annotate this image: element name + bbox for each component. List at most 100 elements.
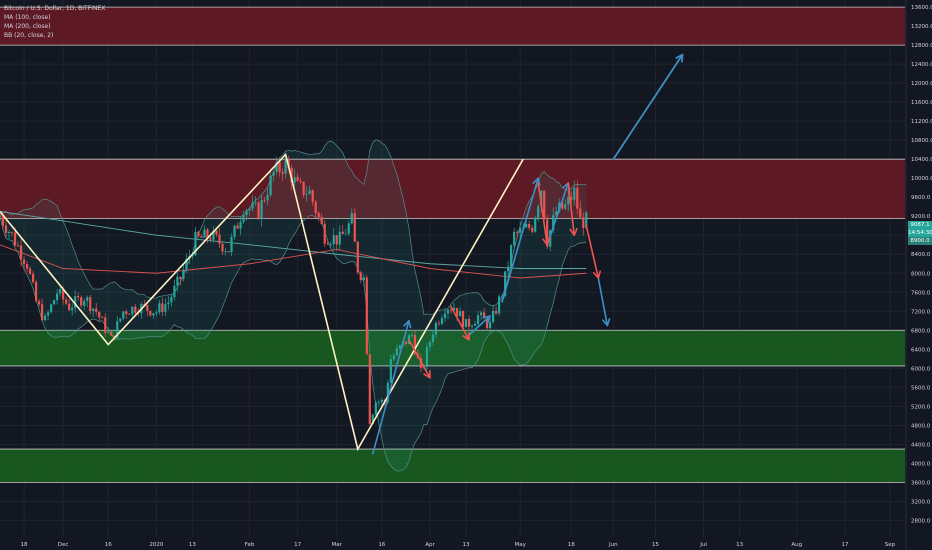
blue-arrow-head <box>482 315 491 324</box>
red-arrow-head <box>592 270 602 279</box>
candle-body <box>158 303 161 313</box>
candle <box>284 154 287 179</box>
candle <box>461 309 465 329</box>
candle-body <box>65 299 68 304</box>
candle <box>16 241 20 247</box>
candle-body <box>579 208 582 218</box>
candle-body <box>305 194 308 195</box>
candle <box>470 324 474 330</box>
time-tick-label: 16 <box>378 542 385 548</box>
candle-body <box>98 311 101 318</box>
candle-body <box>552 215 555 231</box>
candle <box>68 298 71 311</box>
indicator-ma100[interactable]: MA (100, close) <box>4 14 51 21</box>
candle-body <box>149 310 152 316</box>
candle <box>245 208 248 221</box>
candle <box>507 260 510 279</box>
time-tick-label: Feb <box>245 542 255 548</box>
last-price-tag: 9087.1 <box>908 221 932 229</box>
candle <box>47 309 50 321</box>
candle-body <box>576 187 579 209</box>
candle-body <box>516 231 519 233</box>
red-arrow <box>567 182 578 237</box>
candle <box>86 295 89 308</box>
candle-body <box>534 217 537 232</box>
candle-body <box>479 312 483 316</box>
time-tick-label: Mar <box>332 542 343 548</box>
candle-body <box>491 310 495 323</box>
resistance-zone <box>0 7 905 46</box>
candle-body <box>528 224 531 228</box>
time-tick-label: Dec <box>58 542 69 548</box>
candle-body <box>116 321 119 339</box>
candle-body <box>77 296 80 298</box>
time-axis[interactable]: 18 Dec 16 2020 13 Feb 17 Mar 16 Apr 13 May 18 Jun 15 Ju… <box>21 542 896 548</box>
candle-body <box>374 402 377 415</box>
time-tick-label: 16 <box>105 542 112 548</box>
price-tick-label: 8000.0 <box>911 271 931 277</box>
candle <box>293 169 296 187</box>
candle-body <box>293 176 296 183</box>
candle <box>242 210 245 224</box>
candle <box>95 303 98 316</box>
candle-body <box>128 314 131 315</box>
candle-body <box>80 297 83 306</box>
candle-body <box>573 187 576 200</box>
candle <box>392 353 395 361</box>
candle-body <box>47 312 50 316</box>
candle-body <box>389 359 392 383</box>
price-tick-label: 4000.0 <box>911 461 931 467</box>
candle <box>59 287 62 297</box>
candle <box>164 298 167 316</box>
price-tick-label: 6000.0 <box>911 366 931 372</box>
candle-body <box>122 311 125 319</box>
candle <box>281 168 284 181</box>
candle-body <box>269 175 272 195</box>
candle <box>302 181 305 198</box>
candle-body <box>164 304 167 312</box>
candle-body <box>16 245 20 247</box>
indicator-bb[interactable]: BB (20, close, 2) <box>4 32 54 39</box>
candle-body <box>485 318 489 329</box>
candle <box>531 225 534 234</box>
candle-body <box>95 308 98 312</box>
blue-arrow <box>501 177 541 303</box>
price-tick-label: 10800.0 <box>911 138 932 144</box>
blue-arrow-shaft <box>597 277 609 327</box>
candle-body <box>525 224 528 228</box>
price-axis[interactable]: 2800.0 3200.0 3600.0 4000.0 4400.0 4800.0 5200… <box>911 5 932 524</box>
candle <box>149 310 152 317</box>
candle <box>473 320 477 327</box>
candle-body <box>68 303 71 311</box>
candle <box>218 227 221 248</box>
price-tick-label: 8400.0 <box>911 252 931 258</box>
red-arrow-shaft <box>537 182 549 246</box>
candle-body <box>371 414 374 424</box>
candle <box>437 320 441 327</box>
candle <box>579 200 582 218</box>
candle <box>179 276 182 286</box>
candle-body <box>40 304 44 321</box>
candle-body <box>585 212 588 228</box>
candle-body <box>37 301 41 305</box>
candle <box>170 293 173 307</box>
support-zone <box>0 330 905 366</box>
candle-body <box>25 264 29 269</box>
candle <box>428 339 432 352</box>
symbol-title: Bitcoin / U.S. Dollar, 1D, BITFINEX <box>4 5 106 12</box>
candle-body <box>101 317 104 319</box>
time-tick-label: 17 <box>841 542 848 548</box>
candle-body <box>347 223 350 234</box>
red-arrow <box>450 305 470 341</box>
indicator-ma200[interactable]: MA (200, close) <box>4 23 51 30</box>
candle-body <box>71 307 74 311</box>
blue-arrow <box>597 277 611 327</box>
candle <box>338 225 341 251</box>
candle-body <box>278 162 281 172</box>
candle-body <box>260 199 263 219</box>
time-tick-label: May <box>514 542 526 548</box>
price-tick-label: 12000.0 <box>911 81 932 87</box>
blue-arrow-shaft <box>546 182 570 246</box>
candle <box>71 303 74 316</box>
